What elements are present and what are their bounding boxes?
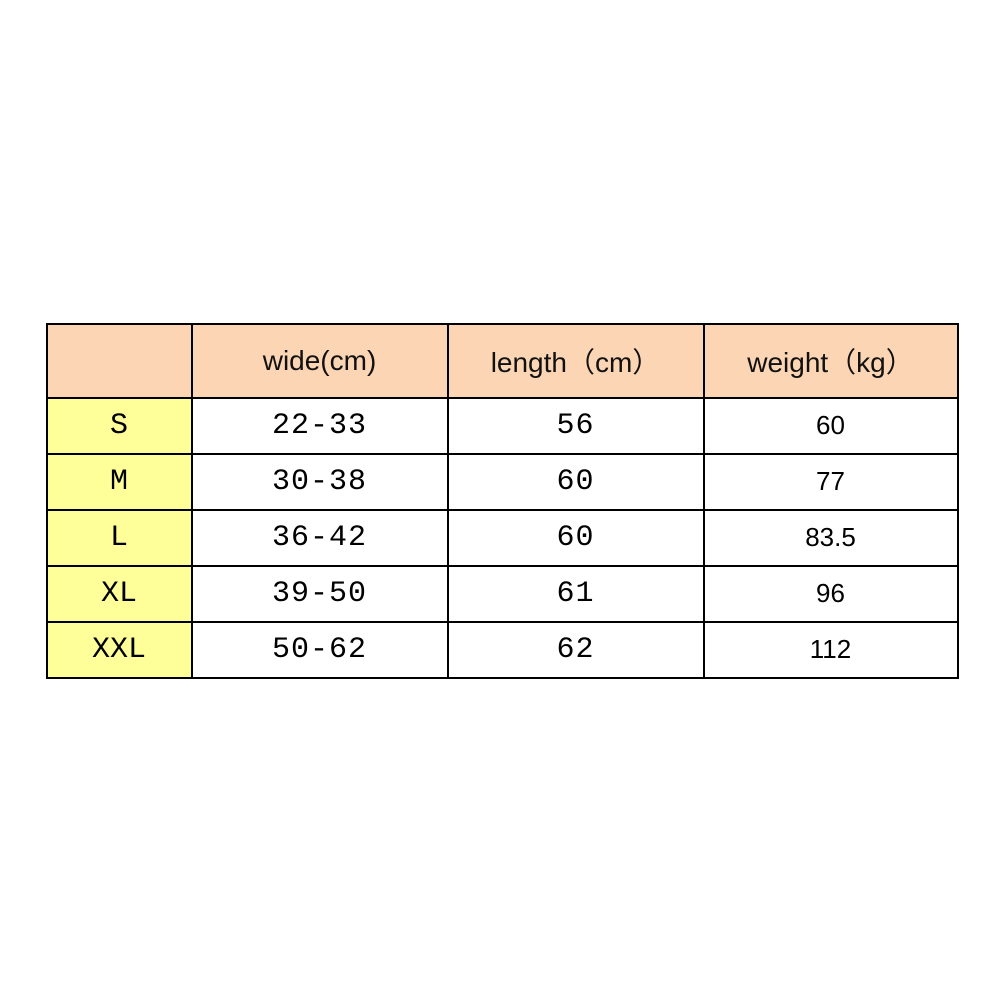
- table-row: L 36-42 60 83.5: [47, 510, 958, 566]
- cell-wide: 22-33: [192, 398, 448, 454]
- size-label: L: [47, 510, 192, 566]
- header-weight: weight（kg）: [704, 324, 958, 398]
- size-label: XXL: [47, 622, 192, 678]
- cell-wide: 36-42: [192, 510, 448, 566]
- size-table: wide(cm) length（cm） weight（kg） S 22-33 5…: [46, 323, 959, 679]
- cell-length: 60: [448, 454, 704, 510]
- table-row: S 22-33 56 60: [47, 398, 958, 454]
- cell-length: 60: [448, 510, 704, 566]
- cell-weight: 83.5: [704, 510, 958, 566]
- cell-weight: 60: [704, 398, 958, 454]
- cell-length: 56: [448, 398, 704, 454]
- header-blank: [47, 324, 192, 398]
- size-label: M: [47, 454, 192, 510]
- cell-length: 61: [448, 566, 704, 622]
- cell-wide: 39-50: [192, 566, 448, 622]
- size-label: XL: [47, 566, 192, 622]
- table-row: XXL 50-62 62 112: [47, 622, 958, 678]
- table-row: M 30-38 60 77: [47, 454, 958, 510]
- table-row: XL 39-50 61 96: [47, 566, 958, 622]
- cell-wide: 30-38: [192, 454, 448, 510]
- cell-wide: 50-62: [192, 622, 448, 678]
- header-wide: wide(cm): [192, 324, 448, 398]
- size-label: S: [47, 398, 192, 454]
- table-header-row: wide(cm) length（cm） weight（kg）: [47, 324, 958, 398]
- cell-weight: 96: [704, 566, 958, 622]
- header-length: length（cm）: [448, 324, 704, 398]
- cell-weight: 112: [704, 622, 958, 678]
- cell-weight: 77: [704, 454, 958, 510]
- cell-length: 62: [448, 622, 704, 678]
- size-chart: wide(cm) length（cm） weight（kg） S 22-33 5…: [46, 323, 956, 679]
